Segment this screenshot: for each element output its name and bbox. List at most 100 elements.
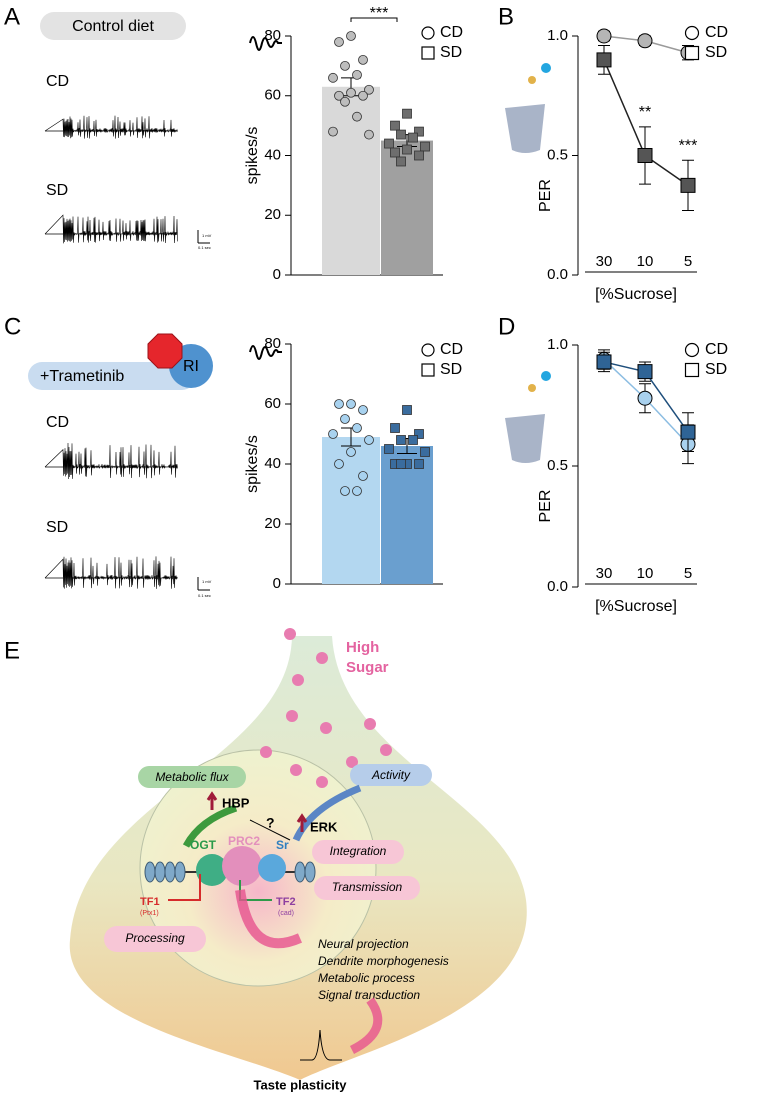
data-point [414,126,424,137]
scale-bar [197,577,210,591]
scale-label: 0.1 sec [198,593,211,598]
protein-label: Sr [276,838,289,852]
data-point [352,111,362,122]
bar [381,446,433,584]
gene-label: (cad) [278,910,294,917]
pill-label: Processing [125,931,185,945]
legend-label: SD [705,361,727,378]
legend-label: SD [440,44,462,61]
legend-label: SD [705,44,727,61]
y-tick-label: 0.0 [547,578,568,595]
significance: *** [370,5,389,22]
y-tick-label: 0.5 [547,146,568,163]
sugar-label: High [346,639,379,656]
data-point [414,459,424,469]
arrow [168,874,201,901]
legend-marker [421,46,435,60]
arrow [235,889,303,949]
label-pill [312,840,404,864]
data-point [352,486,362,496]
fly-icon [505,63,551,463]
pathway-label: ERK [310,819,338,834]
data-point [402,405,412,415]
data-point [637,390,653,406]
bar [322,86,380,275]
data-point [596,354,612,370]
y-axis-label: PER [537,179,554,212]
data-point [420,141,430,152]
panel-letter: C [4,313,21,340]
data-point [346,87,356,98]
y-tick-label: 20 [264,206,281,223]
trace-label: SD [46,519,68,536]
arrow [182,804,238,848]
y-tick-label: 1.0 [547,336,568,353]
y-tick-label: 80 [264,335,281,352]
x-tick-label: 5 [684,565,692,582]
legend-marker [684,362,700,378]
data-point [334,90,344,101]
sr [258,854,286,882]
pathway-label: HBP [222,795,250,810]
gene-label: TF1 [140,896,160,908]
outcome: Taste plasticity [254,1077,348,1092]
y-tick-label: 0 [273,266,281,283]
significance: *** [679,137,698,154]
data-point [637,364,653,380]
data-point [358,90,368,101]
condition-label: Control diet [72,18,154,35]
pill-label: Transmission [332,880,403,894]
data-point [346,31,356,41]
x-tick-label: 10 [637,565,654,582]
data-point [596,28,612,44]
data-point [328,429,338,439]
trace-label: CD [46,73,69,90]
legend-marker [684,45,700,61]
pill-label: Integration [330,844,387,858]
y-tick-label: 20 [264,515,281,532]
data-point [364,435,374,445]
term: Neural projection [318,937,409,951]
data-point [414,429,424,439]
legend-label: CD [440,24,463,41]
scale-label: 1 mV [202,579,212,584]
x-tick-label: 30 [596,565,613,582]
diagram: High Sugar Metabolic flux Activity HBP E… [69,628,527,1092]
y-axis-label: spikes/s [244,435,261,493]
data-point [396,156,406,167]
data-point [390,147,400,158]
data-point [352,423,362,433]
y-tick-label: 60 [264,87,281,104]
data-point [358,55,368,65]
condition-label: +Trametinib [40,368,124,385]
label-pill [350,764,432,786]
y-tick-label: 1.0 [547,27,568,44]
data-point [396,435,406,445]
gene-label: TF2 [276,896,296,908]
nucleosomes [144,861,316,883]
protein-label: OGT [190,838,217,852]
data-point [396,129,406,140]
data-point [680,424,696,440]
data-point [346,399,356,409]
data-point [414,150,424,161]
y-axis-label: PER [537,490,554,523]
arrow [292,784,362,842]
pill-label: Activity [371,768,411,782]
prc2 [222,846,262,886]
data-point [402,144,412,155]
trace-label: CD [46,414,69,431]
y-tick-label: 0.5 [547,457,568,474]
trace [44,556,178,589]
data-point [340,414,350,424]
data-point [680,177,696,193]
panel-letter: D [498,313,515,340]
gene-label: (Ptx1) [140,910,159,917]
legend-label: CD [705,341,728,358]
bar [381,140,433,275]
sugar-label: Sugar [346,659,389,676]
data-point [334,399,344,409]
legend-marker [421,363,435,377]
link [249,819,291,841]
